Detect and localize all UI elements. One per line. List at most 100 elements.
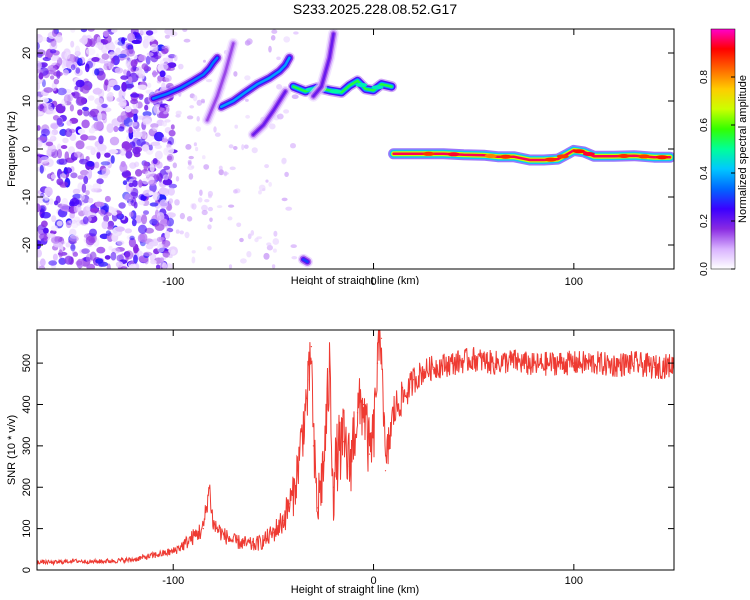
noise-blob bbox=[243, 144, 249, 149]
noise-blob bbox=[104, 152, 111, 158]
noise-blob bbox=[129, 162, 137, 169]
noise-blob bbox=[39, 233, 49, 241]
noise-blob bbox=[93, 121, 104, 131]
noise-blob bbox=[183, 38, 191, 43]
y-tick-label: 100 bbox=[21, 519, 33, 537]
noise-blob bbox=[147, 35, 155, 42]
snr-point bbox=[342, 441, 345, 443]
noise-blob bbox=[146, 82, 152, 89]
noise-blob bbox=[122, 180, 128, 186]
noise-blob bbox=[203, 59, 206, 63]
noise-blob bbox=[43, 87, 54, 93]
snr-point bbox=[202, 528, 204, 530]
noise-blob bbox=[162, 174, 169, 181]
noise-blob bbox=[148, 144, 153, 151]
noise-blob bbox=[290, 143, 296, 149]
noise-blob bbox=[184, 231, 190, 239]
page-title: S233.2025.228.08.52.G17 bbox=[292, 1, 458, 17]
noise-blob bbox=[233, 71, 238, 77]
spectral-track bbox=[151, 56, 219, 100]
noise-blob bbox=[162, 262, 167, 269]
noise-blob bbox=[191, 256, 196, 264]
noise-blob bbox=[74, 85, 79, 91]
noise-blob bbox=[142, 118, 152, 126]
colorbar-tick-label: 0.0 bbox=[699, 262, 710, 276]
noise-blob bbox=[53, 78, 60, 85]
noise-blob bbox=[38, 72, 44, 80]
noise-blob bbox=[263, 252, 270, 260]
noise-blob bbox=[118, 202, 126, 209]
noise-blob bbox=[75, 79, 85, 88]
noise-blob bbox=[56, 220, 63, 227]
noise-blob bbox=[195, 146, 199, 152]
noise-blob bbox=[56, 117, 63, 126]
noise-blob bbox=[203, 164, 210, 170]
noise-blob bbox=[202, 155, 206, 160]
noise-blob bbox=[137, 84, 147, 90]
noise-blob bbox=[72, 188, 81, 195]
snr-point bbox=[613, 364, 615, 366]
noise-blob bbox=[192, 94, 198, 102]
noise-blob bbox=[37, 109, 41, 118]
noise-blob bbox=[168, 129, 176, 137]
snr-point bbox=[192, 536, 194, 538]
noise-blob bbox=[38, 36, 48, 42]
noise-blob bbox=[50, 174, 56, 180]
noise-blob bbox=[152, 192, 160, 201]
noise-blob bbox=[155, 264, 161, 269]
noise-blob bbox=[39, 258, 46, 267]
colorbar-tick-label: 0.2 bbox=[699, 214, 710, 228]
noise-blob bbox=[47, 65, 58, 72]
noise-blob bbox=[76, 204, 82, 213]
noise-blob bbox=[84, 184, 93, 191]
noise-blob bbox=[144, 170, 155, 178]
noise-blob bbox=[120, 111, 128, 121]
noise-blob bbox=[281, 157, 287, 165]
noise-blob bbox=[162, 57, 169, 62]
spectrogram-ylabel: Frequency (Hz) bbox=[6, 111, 18, 187]
noise-blob bbox=[152, 126, 158, 131]
noise-blob bbox=[148, 191, 154, 196]
snr-point bbox=[423, 370, 425, 372]
noise-blob bbox=[87, 29, 95, 32]
snr-point bbox=[262, 540, 264, 542]
snr-point bbox=[252, 544, 254, 546]
noise-blob bbox=[163, 165, 171, 170]
colorbar-axis: 0.0 0.2 0.4 0.6 0.8 bbox=[699, 70, 735, 276]
noise-blob bbox=[69, 104, 74, 112]
noise-blob bbox=[128, 126, 133, 134]
noise-blob bbox=[111, 29, 118, 33]
snr-point bbox=[172, 550, 174, 553]
spectral-peak bbox=[499, 154, 512, 159]
colorbar-tick-label: 0.8 bbox=[699, 70, 710, 84]
noise-blob bbox=[106, 123, 114, 134]
noise-blob bbox=[200, 98, 205, 103]
noise-blob bbox=[42, 102, 52, 107]
noise-blob bbox=[81, 85, 90, 94]
noise-blob bbox=[191, 203, 197, 210]
snr-point bbox=[292, 494, 294, 497]
noise-blob bbox=[94, 68, 100, 76]
noise-blob bbox=[118, 102, 127, 107]
snr-point bbox=[453, 362, 455, 364]
noise-blob bbox=[150, 43, 159, 53]
snr-point bbox=[310, 346, 312, 348]
noise-blob bbox=[40, 211, 51, 219]
noise-blob bbox=[48, 260, 58, 266]
noise-blob bbox=[115, 261, 124, 268]
noise-blob bbox=[164, 104, 171, 108]
noise-blob bbox=[65, 242, 71, 248]
snr-point bbox=[513, 360, 515, 362]
noise-blob bbox=[265, 179, 269, 183]
colorbar bbox=[710, 28, 736, 270]
noise-blob bbox=[130, 93, 140, 98]
noise-blob bbox=[103, 215, 109, 223]
noise-blob bbox=[196, 116, 200, 122]
noise-blob bbox=[112, 211, 118, 216]
spectral-peak bbox=[484, 154, 497, 158]
noise-blob bbox=[95, 42, 104, 49]
noise-blob bbox=[51, 236, 61, 244]
noise-blob bbox=[174, 199, 180, 206]
noise-blob bbox=[143, 210, 149, 216]
noise-blob bbox=[223, 170, 228, 176]
